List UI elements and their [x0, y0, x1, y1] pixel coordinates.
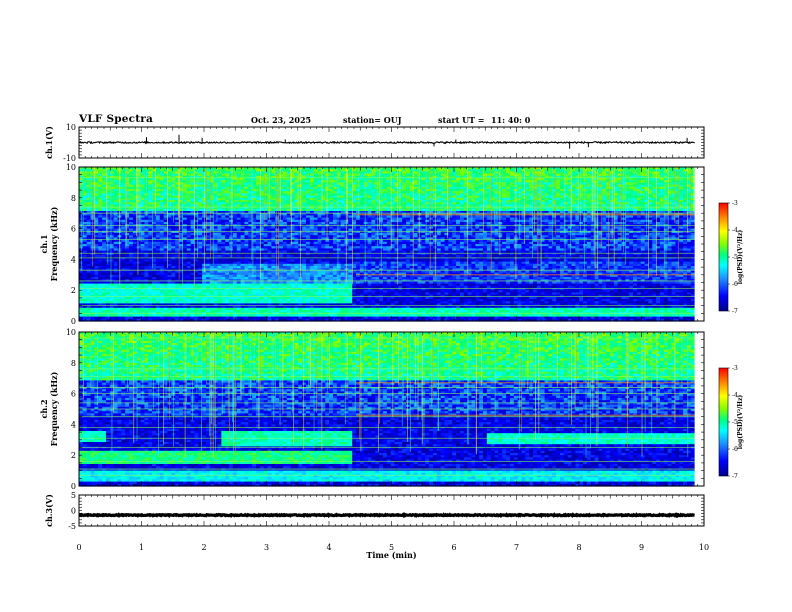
- vlf-figure: 10-100246810024681050-50 1 2 3 4 5 6 7 8 9 10Time …: [0, 0, 792, 612]
- spectrogram-1: [79, 167, 704, 322]
